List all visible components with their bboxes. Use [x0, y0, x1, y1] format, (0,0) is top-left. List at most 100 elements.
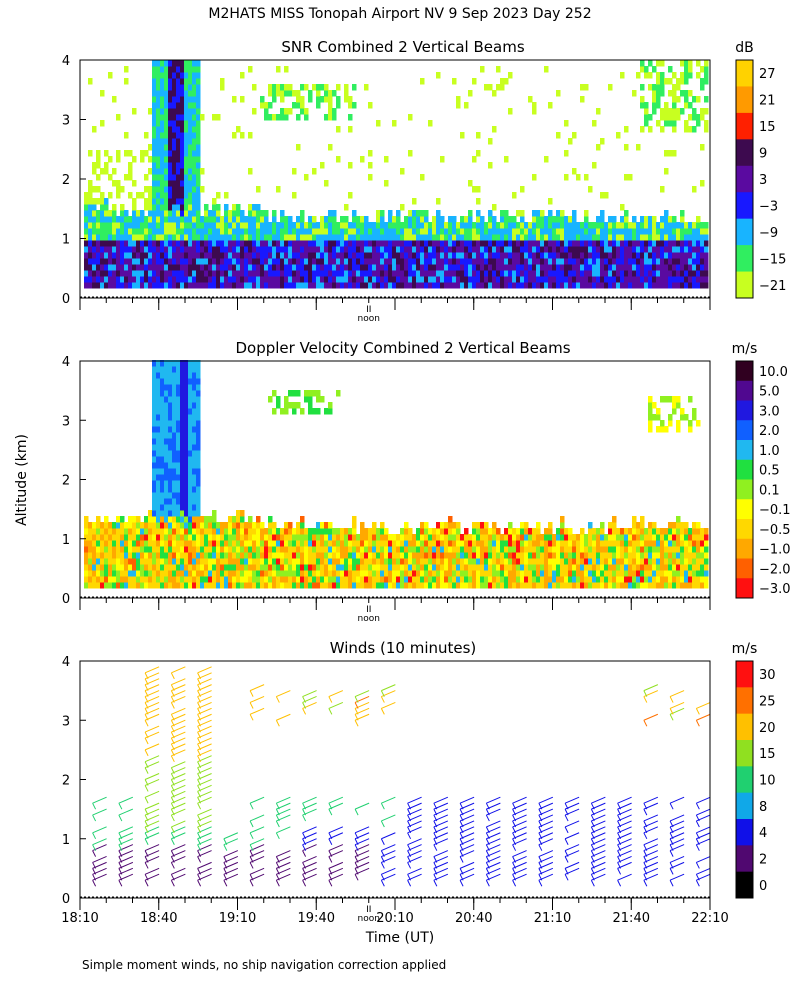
colorbar-tick-label: −3.0 [759, 582, 791, 597]
y-tick-label: 4 [62, 54, 70, 69]
x-tick-label: 18:10 [61, 911, 98, 926]
colorbar-swatch [736, 361, 753, 382]
noon-marker: II [366, 305, 371, 315]
colorbar-tick-label: 10 [759, 774, 776, 789]
colorbar-tick-label: 0.5 [759, 464, 780, 479]
colorbar-swatch [736, 845, 753, 873]
colorbar-swatch [736, 740, 753, 767]
colorbar-tick-label: 10.0 [759, 365, 788, 380]
y-tick-label: 0 [62, 592, 70, 607]
x-tick-label: 19:10 [219, 911, 256, 926]
colorbar-tick-label: 30 [759, 668, 776, 683]
colorbar-swatch [736, 218, 753, 246]
colorbar-tick-label: −15 [759, 252, 786, 267]
x-tick-label: 18:40 [140, 911, 177, 926]
velocity-heatmap [84, 360, 709, 589]
y-tick-label: 0 [62, 292, 70, 307]
y-tick-label: 3 [62, 714, 70, 729]
snr-heatmap [84, 60, 709, 289]
colorbar-swatch [736, 558, 753, 579]
y-tick-label: 4 [62, 655, 70, 670]
y-tick-label: 1 [62, 233, 70, 248]
noon-marker: II [366, 905, 371, 915]
x-tick-label: 21:40 [613, 911, 650, 926]
colorbar-swatch [736, 519, 753, 540]
colorbar-tick-label: 25 [759, 695, 776, 710]
colorbar-tick-label: 2 [759, 853, 767, 868]
colorbar-swatch [736, 245, 753, 273]
y-tick-label: 2 [62, 474, 70, 489]
colorbar-tick-label: −0.5 [759, 523, 791, 538]
page-title: M2HATS MISS Tonopah Airport NV 9 Sep 202… [208, 6, 592, 22]
y-tick-label: 0 [62, 892, 70, 907]
colorbar-swatch [736, 271, 753, 299]
x-tick-label: 19:40 [298, 911, 335, 926]
colorbar-frame [735, 660, 754, 899]
colorbar-swatch [736, 578, 753, 599]
y-axis-label: Altitude (km) [14, 434, 30, 526]
colorbar-swatch [736, 165, 753, 193]
colorbar-tick-label: −1.0 [759, 543, 791, 558]
colorbar-tick-label: −0.1 [759, 503, 791, 518]
noon-label: noon [358, 614, 380, 624]
x-tick-label: 21:10 [534, 911, 571, 926]
colorbar-tick-label: 15 [759, 747, 776, 762]
colorbar-swatch [736, 400, 753, 421]
colorbar-frame [735, 59, 754, 299]
y-tick-label: 1 [62, 533, 70, 548]
wind-barbs [92, 666, 711, 887]
colorbar-swatch [736, 440, 753, 461]
colorbar-unit: m/s [732, 341, 758, 357]
colorbar-swatch [736, 420, 753, 441]
colorbar-swatch [736, 459, 753, 480]
x-tick-label: 22:10 [691, 911, 728, 926]
colorbar-swatch [736, 499, 753, 520]
y-tick-label: 2 [62, 774, 70, 789]
colorbar-tick-label: 3.0 [759, 404, 780, 419]
colorbar-swatch [736, 713, 753, 741]
colorbar-tick-label: −21 [759, 279, 786, 294]
colorbar-swatch [736, 792, 753, 820]
y-tick-label: 1 [62, 833, 70, 848]
panel-title: SNR Combined 2 Vertical Beams [281, 38, 524, 56]
colorbar-frame [735, 360, 754, 599]
colorbar-swatch [736, 139, 753, 167]
colorbar-tick-label: 3 [759, 173, 767, 188]
colorbar-swatch [736, 380, 753, 401]
x-axis-label: Time (UT) [365, 930, 434, 946]
colorbar-tick-label: 20 [759, 721, 776, 736]
colorbar-tick-label: −3 [759, 199, 778, 214]
colorbar-swatch [736, 112, 753, 140]
colorbar-tick-label: −2.0 [759, 562, 791, 577]
panel-title: Winds (10 minutes) [330, 639, 477, 657]
colorbar-tick-label: −9 [759, 226, 778, 241]
noon-label: noon [358, 914, 380, 924]
x-tick-label: 20:10 [376, 911, 413, 926]
colorbar-swatch [736, 60, 753, 87]
colorbar-tick-label: 15 [759, 120, 776, 135]
panel-title: Doppler Velocity Combined 2 Vertical Bea… [235, 339, 570, 357]
colorbar-2 [735, 360, 754, 599]
colorbar-tick-label: 5.0 [759, 385, 780, 400]
colorbar-tick-label: 0.1 [759, 483, 780, 498]
colorbar-tick-label: 4 [759, 826, 767, 841]
colorbar-swatch [736, 192, 753, 220]
colorbar-1 [735, 59, 754, 299]
colorbar-swatch [736, 86, 753, 114]
colorbar-tick-label: 9 [759, 147, 767, 162]
colorbar-tick-label: 21 [759, 94, 776, 109]
colorbar-tick-label: 1.0 [759, 444, 780, 459]
y-tick-label: 4 [62, 355, 70, 370]
colorbar-swatch [736, 819, 753, 846]
noon-label: noon [358, 314, 380, 324]
colorbar-swatch [736, 766, 753, 794]
colorbar-unit: m/s [732, 641, 758, 657]
colorbar-tick-label: 8 [759, 800, 767, 815]
colorbar-tick-label: 0 [759, 879, 767, 894]
y-tick-label: 3 [62, 114, 70, 129]
footer-note: Simple moment winds, no ship navigation … [82, 958, 447, 972]
colorbar-swatch [736, 479, 753, 500]
colorbar-tick-label: 2.0 [759, 424, 780, 439]
